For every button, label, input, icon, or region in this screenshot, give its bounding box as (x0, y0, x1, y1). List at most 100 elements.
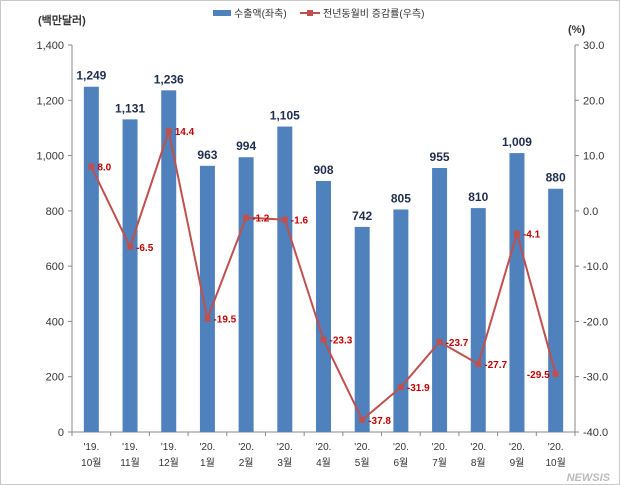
line-point (243, 214, 250, 221)
x-tick-label-month: 10월 (81, 457, 101, 469)
left-tick-label: 200 (46, 372, 64, 384)
line-label: -23.3 (330, 336, 353, 347)
bar (316, 181, 331, 432)
watermark-logo: NEWSIS (567, 472, 611, 484)
bar (122, 119, 138, 432)
right-tick-label: -40.0 (583, 427, 608, 439)
x-tick-label-month: 9월 (510, 457, 525, 469)
bar-label: 908 (313, 163, 333, 177)
bar-label: 1,105 (270, 109, 300, 123)
x-tick-label-year: '20. (393, 442, 409, 453)
bar-label: 994 (236, 139, 256, 153)
line-label: -1.6 (291, 216, 309, 227)
bar (548, 188, 564, 432)
bar (83, 86, 99, 432)
x-tick-label-month: 5월 (355, 457, 370, 469)
bar (277, 126, 293, 433)
left-tick-label: 1,200 (36, 95, 64, 107)
line-label: -6.5 (136, 243, 154, 254)
left-tick-label: 0 (58, 427, 64, 439)
left-tick-label: 600 (46, 261, 64, 273)
x-tick-label-year: '19. (161, 442, 177, 453)
bar (432, 168, 448, 432)
x-tick-label-month: 1월 (200, 457, 215, 469)
legend-line-marker (307, 10, 313, 16)
line-point (88, 163, 95, 170)
left-tick-label: 1,400 (36, 40, 64, 52)
right-axis-label: (%) (568, 24, 585, 36)
line-point (397, 384, 404, 391)
bar (161, 90, 177, 432)
x-tick-label-year: '19. (83, 442, 99, 453)
x-tick-label-year: '19. (122, 442, 138, 453)
x-tick-label-month: 6월 (394, 457, 409, 469)
right-tick-label: 0.0 (583, 206, 598, 218)
bar-label: 1,236 (154, 72, 184, 86)
bar (470, 208, 486, 432)
line-label: -19.5 (213, 315, 236, 326)
left-tick-label: 1,000 (36, 151, 64, 163)
line-label: -31.9 (407, 383, 430, 394)
bar-label: 963 (197, 148, 217, 162)
left-tick-label: 800 (46, 206, 64, 218)
line-label: 14.4 (175, 127, 195, 138)
line-point (320, 336, 327, 343)
x-tick-label-year: '20. (354, 442, 370, 453)
right-tick-label: -10.0 (583, 261, 608, 273)
bar (238, 157, 254, 433)
bar-label: 1,131 (115, 101, 145, 115)
x-tick-label-month: 3월 (277, 457, 292, 469)
bar-label: 810 (468, 190, 488, 204)
bar (393, 209, 409, 432)
right-tick-label: 30.0 (583, 40, 604, 52)
x-tick-label-year: '20. (432, 442, 448, 453)
x-tick-label-year: '20. (470, 442, 486, 453)
bar-label: 805 (391, 191, 411, 205)
x-tick-label-month: 4월 (316, 457, 331, 469)
bar-label: 955 (430, 150, 450, 164)
x-tick-label-month: 8월 (471, 457, 486, 469)
line-point (513, 230, 520, 237)
line-label: -27.7 (484, 360, 507, 371)
bar (199, 165, 215, 432)
right-tick-label: 10.0 (583, 151, 604, 163)
left-tick-label: 400 (46, 316, 64, 328)
x-tick-label-month: 2월 (239, 457, 254, 469)
line-label: -29.5 (527, 370, 550, 381)
line-point (127, 243, 134, 250)
legend-bar-swatch (213, 10, 231, 16)
line-label: -1.2 (252, 213, 270, 224)
line-point (475, 360, 482, 367)
line-point (165, 128, 172, 135)
x-tick-label-month: 7월 (432, 457, 447, 469)
right-tick-label: -30.0 (583, 372, 608, 384)
line-label: -4.1 (523, 230, 541, 241)
legend-line-label: 전년동월비 증감률(우측) (323, 8, 424, 20)
bar-label: 1,009 (502, 135, 532, 149)
x-tick-label-year: '20. (509, 442, 525, 453)
line-label: -23.7 (446, 338, 469, 349)
x-tick-label-year: '20. (200, 442, 216, 453)
line-point (552, 370, 559, 377)
line-label: -37.8 (368, 416, 391, 427)
legend-bar-label: 수출액(좌축) (234, 8, 287, 20)
line-point (359, 416, 366, 423)
x-tick-label-year: '20. (238, 442, 254, 453)
line-label: 8.0 (97, 163, 111, 174)
right-tick-label: -20.0 (583, 316, 608, 328)
line-point (436, 338, 443, 345)
x-tick-label-year: '20. (548, 442, 564, 453)
x-tick-label-month: 10월 (545, 457, 565, 469)
left-axis-label: (백만달러) (38, 13, 86, 27)
bar-label: 880 (546, 171, 566, 185)
line-point (281, 216, 288, 223)
bar (509, 153, 525, 433)
line-point (204, 315, 211, 322)
x-tick-label-year: '20. (277, 442, 293, 453)
right-tick-label: 20.0 (583, 95, 604, 107)
x-tick-label-month: 11월 (120, 457, 140, 469)
x-tick-label-month: 12월 (159, 457, 179, 469)
bar-label: 742 (352, 209, 372, 223)
bar (354, 226, 370, 432)
